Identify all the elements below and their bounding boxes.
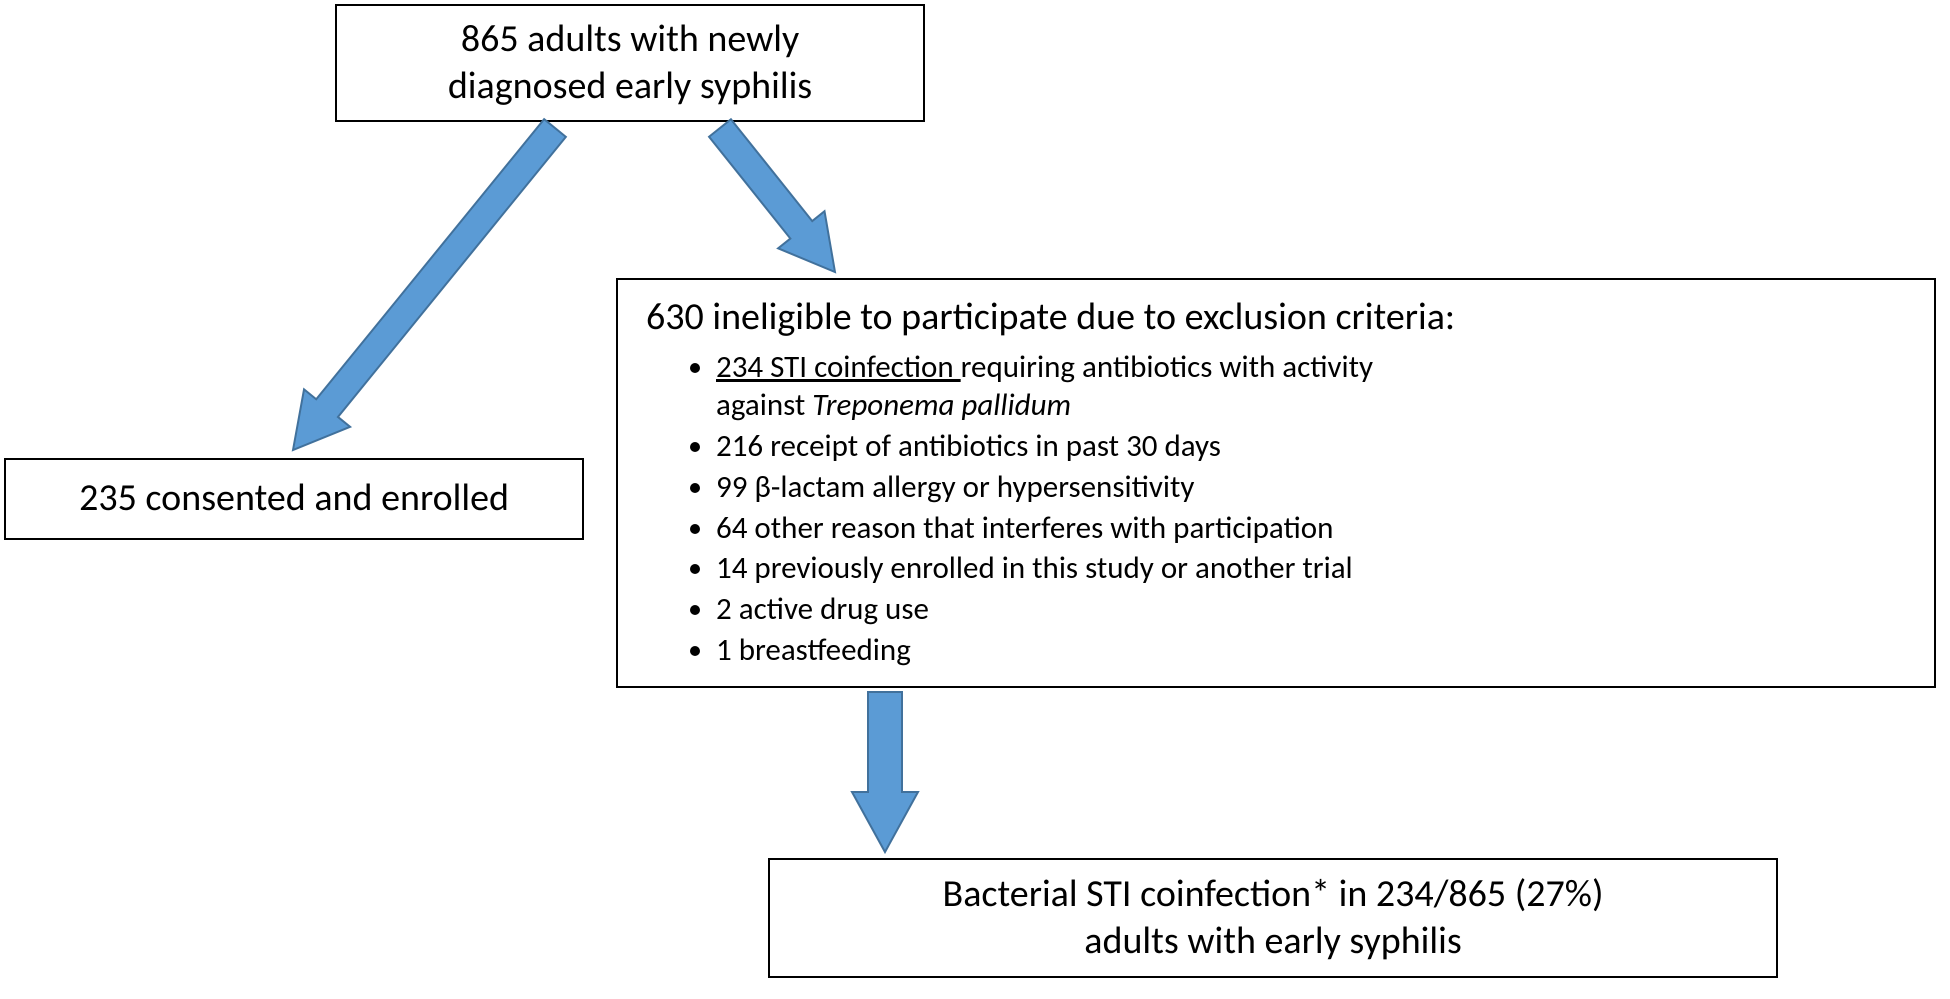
arrows-layer [0,0,1950,999]
